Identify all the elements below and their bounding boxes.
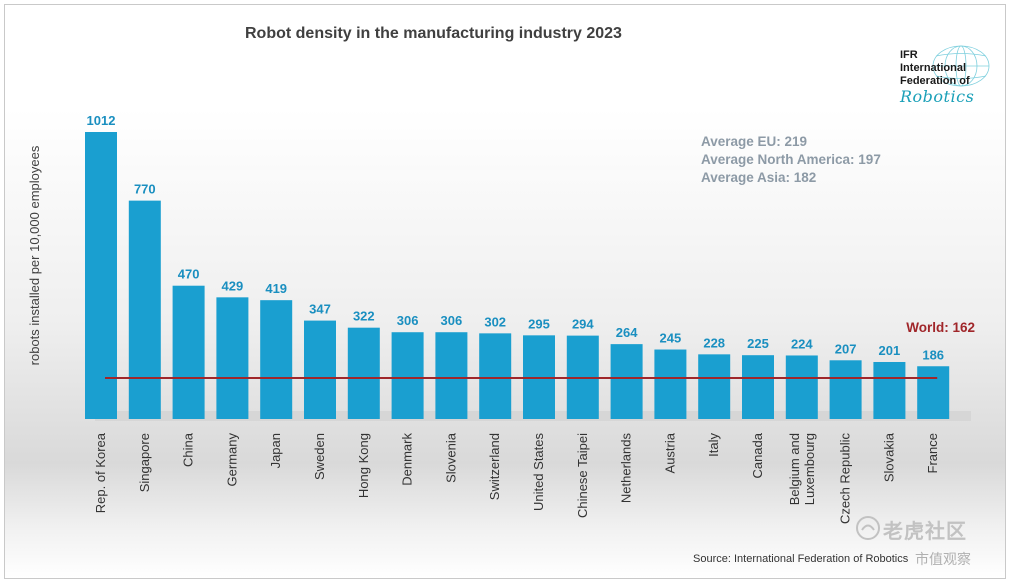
watermark-text-1: 老虎社区 [883,521,967,543]
category-label-11: Chinese Taipei [575,433,590,518]
average-asia: Average Asia: 182 [701,170,817,185]
chart-frame: Robot density in the manufacturing indus… [4,4,1006,579]
globe-icon [932,45,990,87]
data-label-14: 228 [703,335,725,350]
category-label-7: Denmark [400,433,415,486]
category-label-10: United States [531,433,546,512]
category-label-5: Sweden [312,433,327,480]
chart-title: Robot density in the manufacturing indus… [245,25,622,42]
data-label-12: 264 [616,325,638,340]
bar-19 [917,366,950,419]
data-label-0: 1012 [87,113,116,128]
data-label-6: 322 [353,309,375,324]
bar-chart: robots installed per 10,000 employees 101… [27,113,975,525]
category-label-8: Slovenia [443,432,458,483]
bar-14 [698,354,731,419]
logo-federation: Federation of [900,75,970,87]
average-eu: Average EU: 219 [701,134,808,149]
category-label-12: Netherlands [619,433,634,504]
ifr-logo: IFR International Federation of Robotics [900,45,1000,109]
category-label-9: Switzerland [487,433,502,500]
y-axis-label: robots installed per 10,000 employees [27,145,42,365]
logo-international: International [900,62,967,74]
logo-ifr: IFR [900,49,918,61]
data-label-8: 306 [441,313,463,328]
category-label-0: Rep. of Korea [93,432,108,513]
category-label-2: China [181,432,196,467]
bar-18 [873,361,906,419]
bar-5 [304,320,336,419]
category-label-16: Belgium andLuxembourg [787,433,817,505]
category-label-13: Austria [662,432,677,473]
data-label-10: 295 [528,316,550,331]
category-label-19: France [925,433,940,473]
bar-12 [610,344,643,419]
category-label-14: Italy [706,433,721,457]
bar-7 [391,332,424,419]
data-label-9: 302 [484,314,506,329]
data-label-11: 294 [572,317,594,332]
logo-robotics: Robotics [900,87,975,106]
bar-0 [85,132,117,419]
category-label-1: Singapore [137,433,152,492]
bar-16 [785,355,818,419]
data-label-19: 186 [922,347,944,362]
bar-2 [172,285,205,419]
watermark: 老虎社区 市值观察 [855,513,995,573]
bar-13 [654,349,687,419]
category-label-6: Hong Kong [356,433,371,498]
bar-3 [216,297,249,419]
data-label-1: 770 [134,182,156,197]
data-label-3: 429 [222,278,244,293]
average-north-america: Average North America: 197 [701,152,881,167]
bar-8 [435,332,468,419]
data-label-7: 306 [397,313,419,328]
watermark-text-2: 市值观察 [915,551,971,567]
world-reference-label: World: 162 [906,320,975,335]
bar-9 [479,333,512,419]
bar-15 [742,355,774,419]
bar-1 [128,200,161,419]
data-label-4: 419 [265,281,287,296]
averages-box: Average EU: 219 Average North America: 1… [701,133,881,187]
category-label-15: Canada [750,432,765,478]
category-label-3: Germany [224,433,239,487]
bar-17 [829,360,862,419]
data-label-13: 245 [660,331,682,346]
data-label-17: 207 [835,341,857,356]
data-label-2: 470 [178,267,200,282]
bar-4 [260,300,293,419]
bar-6 [347,327,380,419]
source-note: Source: International Federation of Robo… [693,553,909,565]
category-label-17: Czech Republic [838,433,853,525]
data-label-16: 224 [791,336,813,351]
category-label-18: Slovakia [881,432,896,482]
data-label-18: 201 [879,343,901,358]
watermark-logo-icon [856,516,880,540]
data-label-15: 225 [747,336,769,351]
data-label-5: 347 [309,302,331,317]
category-label-4: Japan [268,433,283,468]
